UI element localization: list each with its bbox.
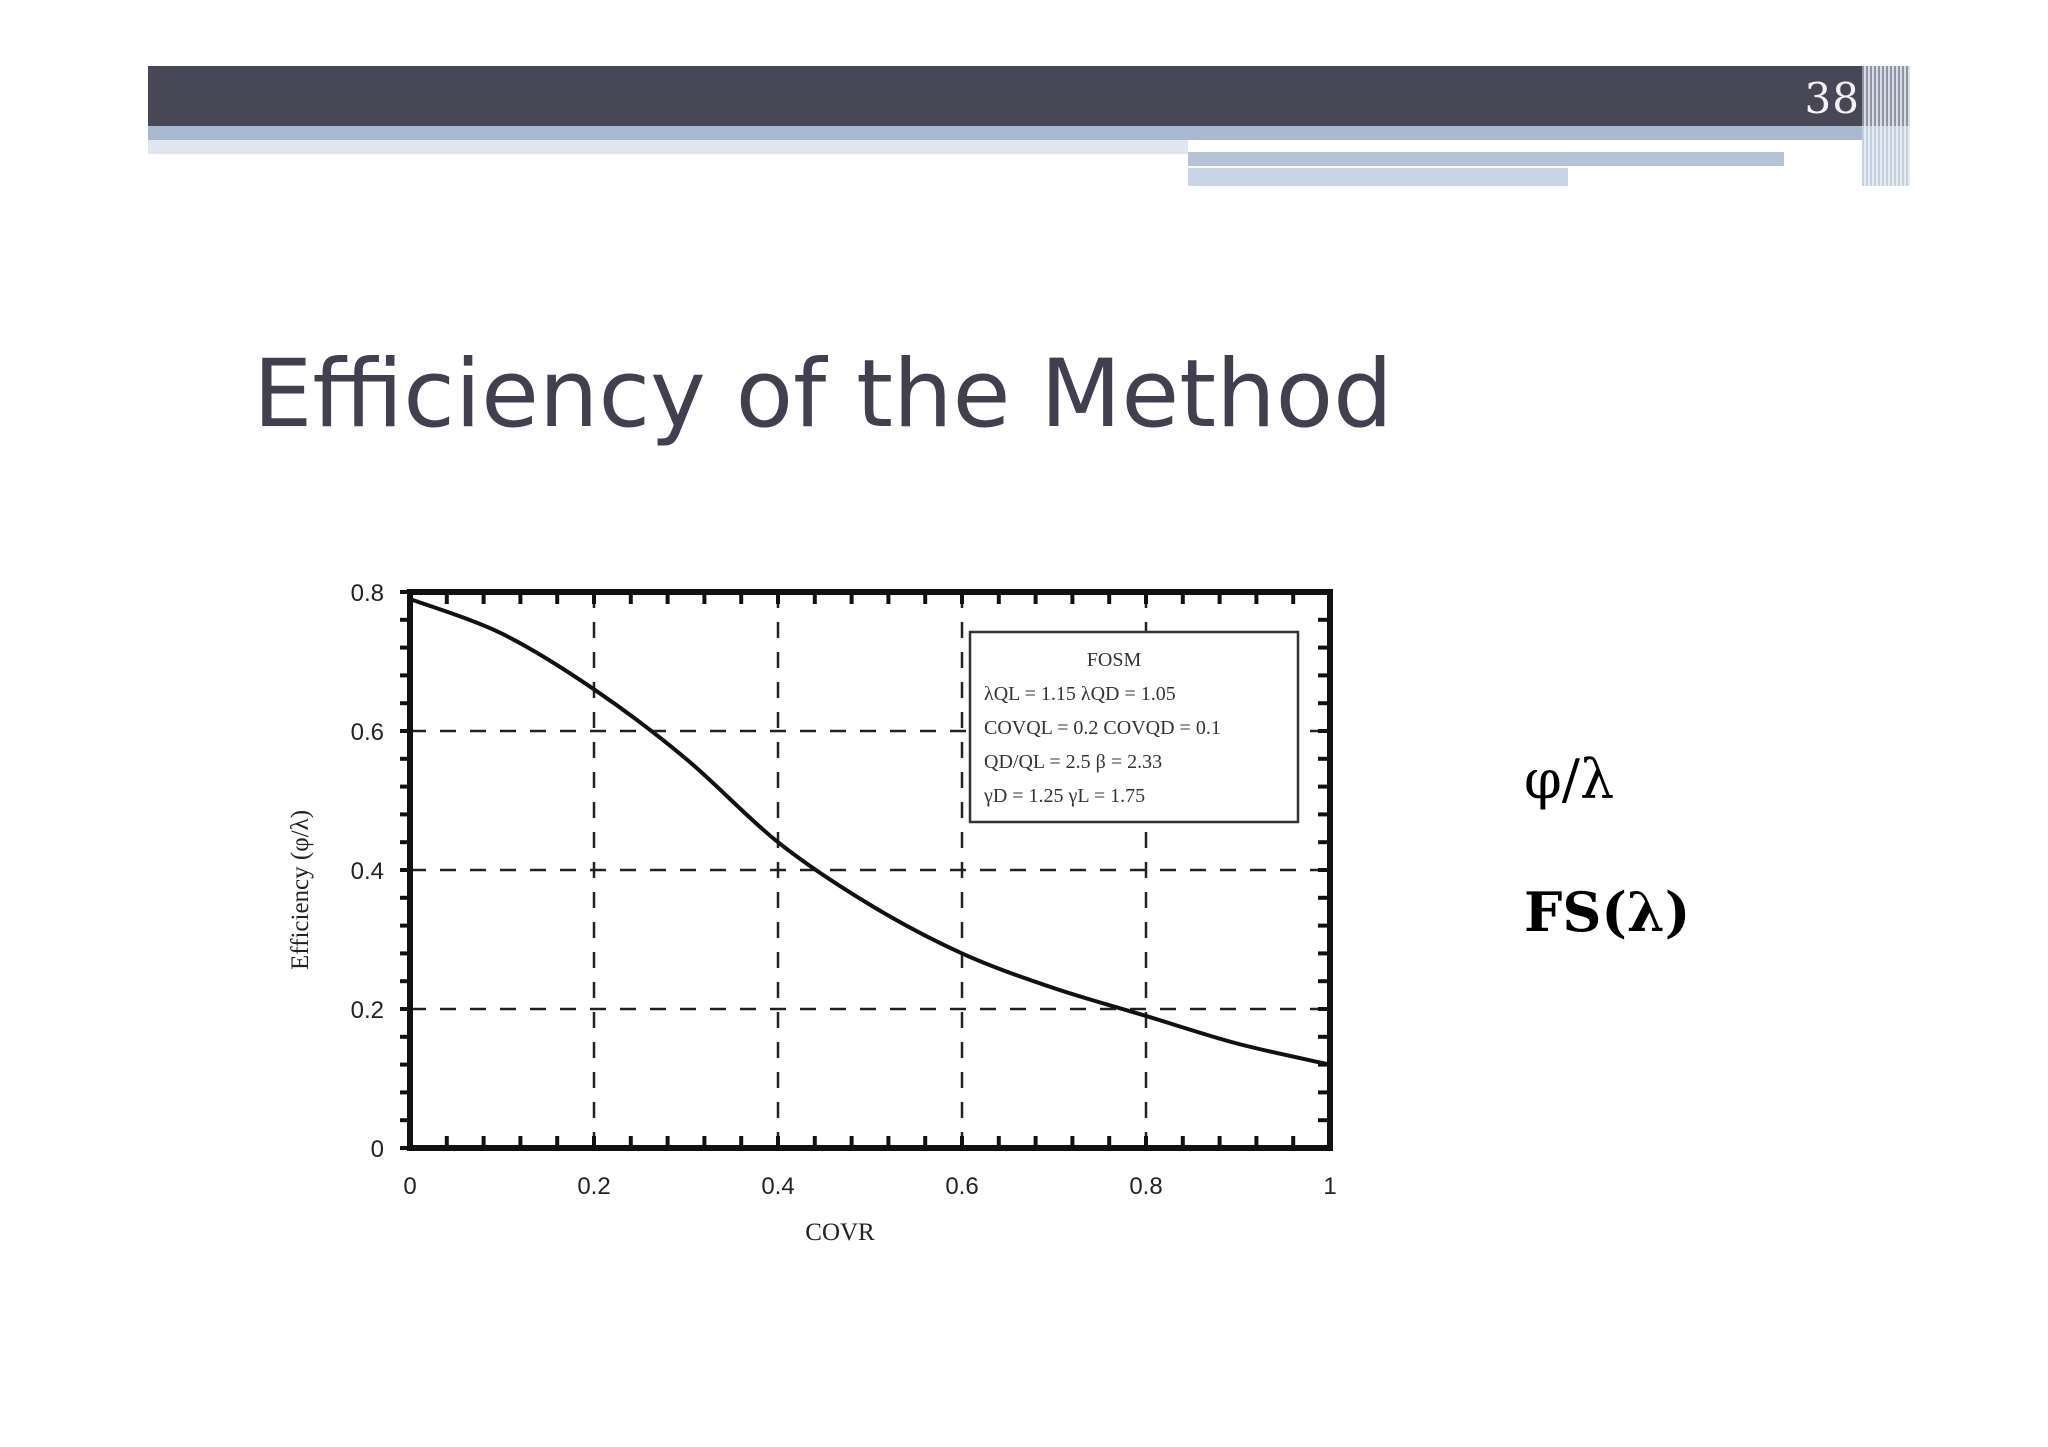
header-stripe	[148, 126, 1910, 140]
x-tick-label: 0.6	[945, 1173, 978, 1200]
legend-entry: γD = 1.25 γL = 1.75	[983, 785, 1145, 807]
legend-entry: COVQL = 0.2 COVQD = 0.1	[984, 717, 1221, 739]
header-lower-stripe-secondary	[1188, 168, 1568, 186]
x-tick-label: 0.2	[577, 1173, 610, 1200]
y-axis-title: Efficiency (φ/λ)	[287, 810, 314, 970]
x-tick-label: 0.4	[761, 1173, 794, 1200]
y-tick-label: 0.6	[351, 719, 384, 746]
header-right-pattern-dark	[1862, 66, 1910, 126]
x-tick-label: 0.8	[1129, 1173, 1162, 1200]
phi-lambda-label: φ/λ	[1524, 748, 1615, 811]
x-tick-label: 0	[403, 1173, 416, 1200]
header-lower-stripe	[1188, 152, 1784, 166]
y-tick-label: 0.4	[351, 858, 384, 885]
slide-number: 38	[1804, 74, 1860, 123]
legend-entry: QD/QL = 2.5 β = 2.33	[984, 751, 1162, 773]
y-tick-label: 0	[371, 1136, 384, 1163]
x-tick-label: 1	[1323, 1173, 1336, 1200]
legend-title: FOSM	[1087, 649, 1142, 671]
x-axis-title: COVR	[805, 1219, 875, 1246]
header-bar	[148, 66, 1910, 126]
legend-box	[968, 630, 1300, 824]
header-stripe-light	[148, 140, 1188, 154]
legend-entry: λQL = 1.15 λQD = 1.05	[984, 683, 1176, 705]
fs-lambda-label: FS(λ)	[1524, 880, 1691, 944]
efficiency-curve	[409, 597, 1331, 1067]
y-tick-label: 0.8	[351, 580, 384, 607]
y-tick-label: 0.2	[351, 997, 384, 1024]
slide-title: Efficiency of the Method	[253, 340, 1393, 449]
plot-frame	[407, 589, 1333, 1151]
